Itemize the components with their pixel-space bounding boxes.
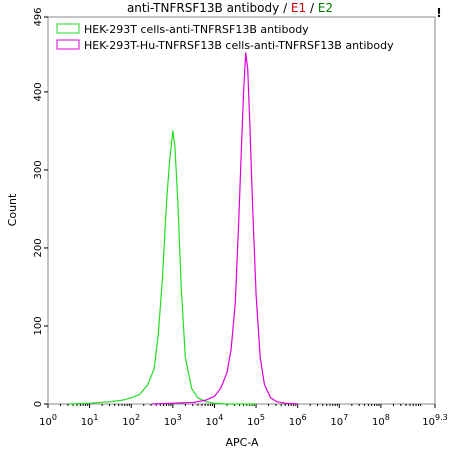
x-tick-label-4: 104 — [206, 413, 224, 428]
x-tick-label-3: 103 — [164, 413, 182, 428]
y-tick-label-5: 496 — [33, 7, 44, 26]
title-part-2: E1 — [291, 1, 306, 15]
series-lines — [68, 52, 298, 405]
legend-swatch-2 — [56, 39, 80, 50]
plot-frame — [47, 16, 436, 405]
x-tick-base-9: 10 — [422, 417, 435, 428]
x-tick-exp-0: 0 — [52, 413, 57, 422]
legend-entry-1: HEK-293T cells-anti-TNFRSF13B antibody — [84, 23, 309, 36]
x-tick-label-5: 105 — [247, 413, 265, 428]
x-tick-label-6: 106 — [289, 413, 307, 428]
x-tick-label-7: 107 — [330, 413, 348, 428]
x-tick-label-8: 108 — [372, 413, 390, 428]
title-part-0: anti-TNFRSF13B antibody — [127, 1, 279, 15]
x-tick-base-7: 10 — [330, 417, 343, 428]
title-part-1: / — [279, 1, 291, 15]
corner-mark: ! — [436, 6, 441, 20]
legend-entry-2: HEK-293T-Hu-TNFRSF13B cells-anti-TNFRSF1… — [84, 39, 394, 52]
x-tick-exp-3: 3 — [177, 413, 182, 422]
x-tick-base-1: 10 — [81, 417, 94, 428]
y-tick-label-3: 300 — [33, 160, 44, 179]
x-tick-exp-8: 8 — [385, 413, 390, 422]
series-line-1 — [68, 130, 257, 405]
x-tick-exp-2: 2 — [135, 413, 140, 422]
y-tick-label-2: 200 — [33, 238, 44, 257]
x-tick-exp-9: 9.3 — [435, 413, 448, 422]
x-tick-base-8: 10 — [372, 417, 385, 428]
x-tick-base-0: 10 — [39, 417, 52, 428]
x-tick-label-9: 109.3 — [422, 413, 447, 428]
x-tick-base-6: 10 — [289, 417, 302, 428]
x-tick-base-2: 10 — [122, 417, 135, 428]
title-part-3: / — [306, 1, 318, 15]
x-tick-label-2: 102 — [122, 413, 140, 428]
chart-title: anti-TNFRSF13B antibody / E1 / E2 — [127, 1, 333, 15]
y-tick-label-1: 100 — [33, 316, 44, 335]
x-axis-label: APC-A — [225, 436, 259, 449]
title-part-4: E2 — [318, 1, 333, 15]
x-axis-ticks: 100 101 102 103 104 105 106 107 108 109.3 — [39, 404, 448, 428]
y-axis-label: Count — [6, 193, 19, 226]
x-tick-exp-6: 6 — [301, 413, 306, 422]
x-tick-base-4: 10 — [206, 417, 219, 428]
y-axis-ticks: 0 100 200 300 400 496 — [33, 7, 48, 407]
x-tick-label-0: 100 — [39, 413, 57, 428]
x-tick-base-5: 10 — [247, 417, 260, 428]
x-tick-label-1: 101 — [81, 413, 99, 428]
y-tick-label-4: 400 — [33, 82, 44, 101]
x-tick-base-3: 10 — [164, 417, 177, 428]
x-tick-exp-5: 5 — [260, 413, 265, 422]
legend: HEK-293T cells-anti-TNFRSF13B antibody H… — [56, 23, 394, 52]
legend-swatch-1 — [56, 23, 80, 34]
x-tick-exp-4: 4 — [218, 413, 223, 422]
x-tick-exp-7: 7 — [343, 413, 348, 422]
y-tick-label-0: 0 — [33, 401, 44, 407]
x-tick-exp-1: 1 — [93, 413, 98, 422]
series-line-2 — [151, 52, 298, 405]
